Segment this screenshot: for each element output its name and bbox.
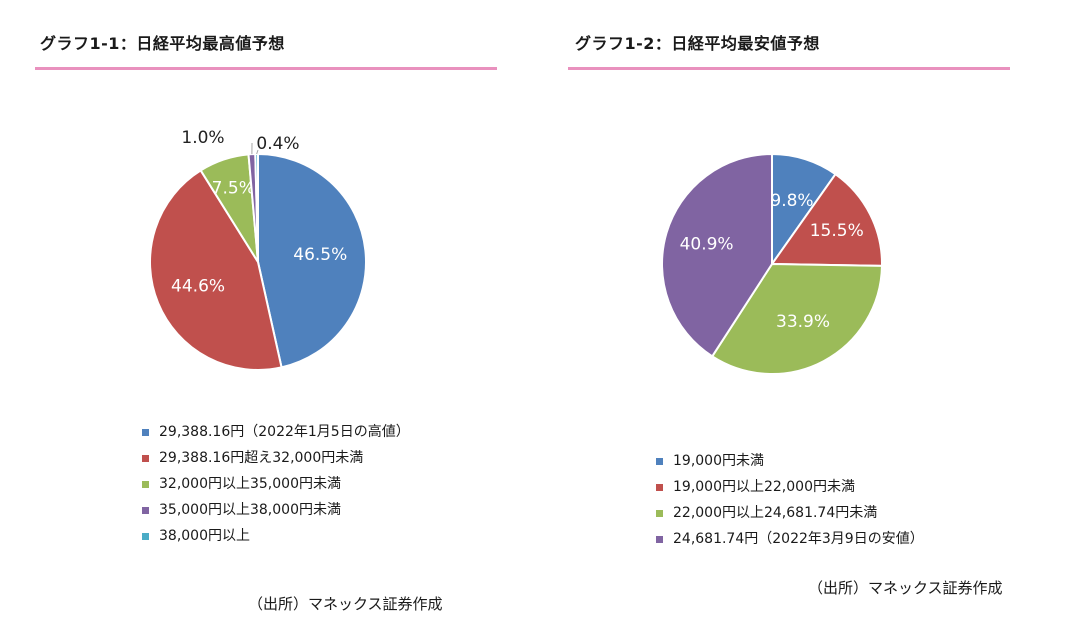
chart1-legend-item-1: 29,388.16円（2022年1月5日の高値） <box>142 419 410 445</box>
chart2-legend-label-2: 19,000円以上22,000円未満 <box>673 479 855 495</box>
chart1-source: （出所）マネックス証券作成 <box>248 595 443 613</box>
chart1-slice-1 <box>257 152 367 369</box>
chart1-legend-label-5: 38,000円以上 <box>159 528 250 544</box>
chart2-legend-item-1: 19,000円未満 <box>656 448 924 474</box>
chart1-legend-label-4: 35,000円以上38,000円未満 <box>159 502 341 518</box>
chart2-source: （出所）マネックス証券作成 <box>808 579 1003 597</box>
chart1-legend: 29,388.16円（2022年1月5日の高値） 29,388.16円超え32,0… <box>142 419 410 549</box>
chart1-legend-label-3: 32,000円以上35,000円未満 <box>159 476 341 492</box>
chart1-legend-label-2: 29,388.16円超え32,000円未満 <box>159 450 364 466</box>
chart1-data-label-2: 44.6% <box>171 277 225 297</box>
chart2-legend-swatch-2 <box>656 484 663 491</box>
chart1-legend-item-4: 35,000円以上38,000円未満 <box>142 497 410 523</box>
chart1-legend-item-3: 32,000円以上35,000円未満 <box>142 471 410 497</box>
chart1-title: グラフ1-1：日経平均最高値予想 <box>40 34 285 53</box>
chart1-pie: 46.5% 44.6% 7.5% 1.0% 0.4% <box>149 128 367 371</box>
chart2-legend-item-4: 24,681.74円（2022年3月9日の安値） <box>656 526 924 552</box>
chart2-legend-item-2: 19,000円以上22,000円未満 <box>656 474 924 500</box>
chart1-data-label-1: 46.5% <box>293 245 347 265</box>
chart2-slice-2 <box>770 172 883 267</box>
chart2-slice-4 <box>661 152 773 358</box>
chart1-legend-swatch-5 <box>142 533 149 540</box>
chart2-legend-label-4: 24,681.74円（2022年3月9日の安値） <box>673 531 924 547</box>
chart2-legend: 19,000円未満 19,000円以上22,000円未満 22,000円以上24,6… <box>656 448 924 552</box>
chart2-legend-item-3: 22,000円以上24,681.74円未満 <box>656 500 924 526</box>
chart2-data-label-4: 40.9% <box>680 235 734 255</box>
chart1-legend-swatch-1 <box>142 429 149 436</box>
chart2-legend-label-3: 22,000円以上24,681.74円未満 <box>673 505 878 521</box>
chart2-pie: 9.8% 15.5% 33.9% 40.9% <box>661 152 884 375</box>
chart2-data-label-1: 9.8% <box>770 191 813 211</box>
chart1-legend-label-1: 29,388.16円（2022年1月5日の高値） <box>159 424 410 440</box>
chart1-legend-swatch-4 <box>142 507 149 514</box>
chart1-legend-item-5: 38,000円以上 <box>142 523 410 549</box>
chart1-leader-line-5 <box>256 149 259 155</box>
chart2-legend-swatch-4 <box>656 536 663 543</box>
chart2-legend-swatch-1 <box>656 458 663 465</box>
chart1-slice-2 <box>149 169 283 371</box>
chart1-data-label-4: 1.0% <box>181 128 224 148</box>
chart1-legend-item-2: 29,388.16円超え32,000円未満 <box>142 445 410 471</box>
chart1-legend-swatch-3 <box>142 481 149 488</box>
chart2-title-rule <box>568 67 1010 70</box>
chart1-data-label-5: 0.4% <box>256 134 299 154</box>
chart1-legend-swatch-2 <box>142 455 149 462</box>
chart2-legend-swatch-3 <box>656 510 663 517</box>
chart2-data-label-2: 15.5% <box>810 221 864 241</box>
chart2-title: グラフ1-2：日経平均最安値予想 <box>575 34 820 53</box>
chart2-data-label-3: 33.9% <box>776 312 830 332</box>
chart2-legend-label-1: 19,000円未満 <box>673 453 764 469</box>
chart1-data-label-3: 7.5% <box>212 178 255 198</box>
chart1-title-rule <box>35 67 497 70</box>
